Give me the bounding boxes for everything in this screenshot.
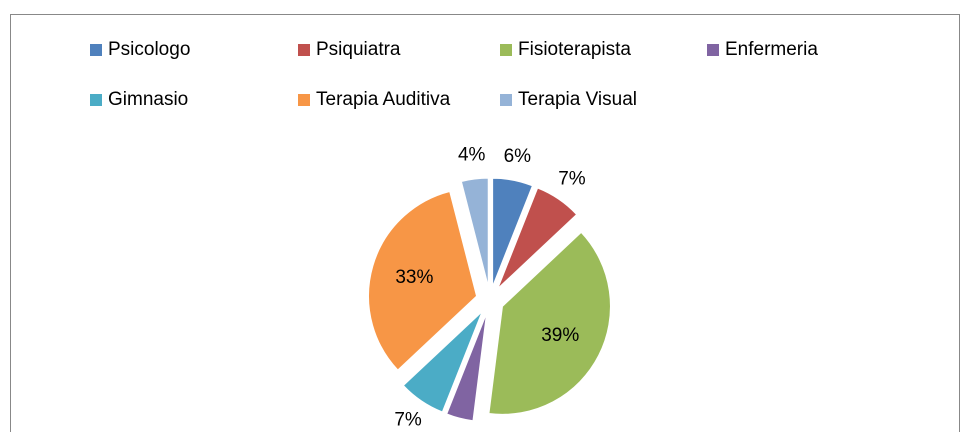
legend-label: Fisioterapista — [518, 39, 631, 60]
data-label: 7% — [394, 410, 422, 431]
data-label: 7% — [558, 168, 586, 189]
pie-slice — [497, 187, 578, 289]
pie-slice — [446, 313, 488, 422]
legend-label: Terapia Auditiva — [316, 89, 451, 110]
data-label: 4% — [458, 144, 486, 165]
legend-label: Psiquiatra — [316, 39, 401, 60]
data-label: 39% — [541, 325, 579, 346]
pie-slice — [460, 177, 489, 287]
legend-label: Psicologo — [108, 39, 190, 60]
data-label: 6% — [504, 146, 532, 167]
legend-swatch — [90, 44, 102, 56]
data-label: 33% — [395, 267, 433, 288]
data-label: 4% — [440, 430, 468, 432]
pie-slice — [492, 177, 534, 287]
legend-swatch — [707, 44, 719, 56]
legend-label: Enfermeria — [725, 39, 818, 60]
pie-slice — [488, 231, 611, 415]
pie-slice — [368, 190, 478, 371]
legend-swatch — [500, 94, 512, 106]
legend-label: Gimnasio — [108, 89, 188, 110]
legend-label: Terapia Visual — [518, 89, 637, 110]
legend-swatch — [298, 44, 310, 56]
pie-slice — [402, 311, 483, 413]
legend-swatch — [298, 94, 310, 106]
legend-swatch — [500, 44, 512, 56]
legend-swatch — [90, 94, 102, 106]
